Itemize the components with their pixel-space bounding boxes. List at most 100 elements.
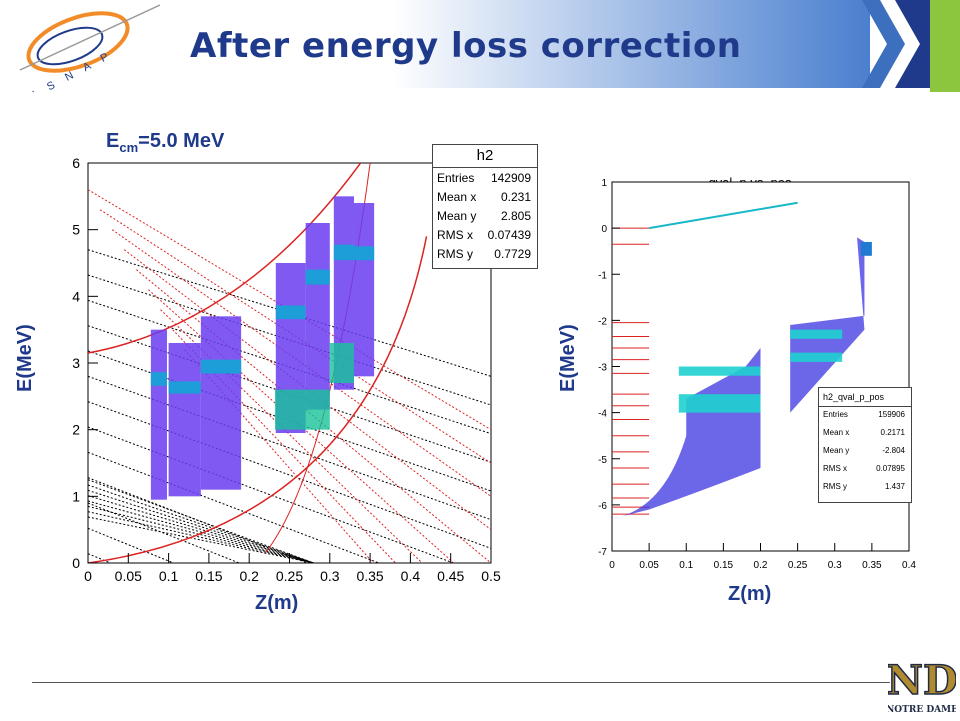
left-kinematic-line <box>88 500 314 563</box>
left-y-tick-label: 4 <box>72 288 80 304</box>
right-x-tick-label: 0.2 <box>754 560 768 571</box>
left-kinematic-line <box>88 401 491 549</box>
left-stats-row: RMS y 0.7729 <box>433 247 537 265</box>
right-heat-band <box>790 352 843 362</box>
left-kinematic-line <box>88 495 314 563</box>
left-red-line <box>111 229 491 497</box>
right-heat-band <box>790 329 843 339</box>
right-stats-row: RMS x 0.07895 <box>819 464 911 480</box>
right-x-tick-label: 0.25 <box>788 560 808 571</box>
right-heat-streak <box>648 201 798 230</box>
ecm-label: Ecm=5.0 MeV <box>106 130 225 155</box>
left-stats-box: h2 Entries 142909 Mean x 0.231 Mean y 2.805 RM… <box>432 144 538 269</box>
right-x-tick-label: 0.3 <box>828 560 842 571</box>
stats-label: Mean y <box>823 446 850 455</box>
left-heat-band <box>305 269 330 285</box>
left-x-tick-label: 0.35 <box>356 568 383 584</box>
left-red-curve <box>88 163 362 354</box>
right-y-tick-label: -7 <box>598 547 607 558</box>
left-x-tick-label: 0.3 <box>320 568 340 584</box>
stats-label: RMS y <box>437 247 473 261</box>
svg-text:ND: ND <box>888 657 956 704</box>
right-plot: qval_p vs. pos 00.050.10.150.20.250.30.3… <box>598 175 916 571</box>
left-y-tick-label: 5 <box>72 222 80 238</box>
left-x-tick-label: 0.2 <box>239 568 259 584</box>
right-heat-band <box>678 394 761 413</box>
left-y-tick-label: 2 <box>72 422 80 438</box>
left-x-tick-label: 0.05 <box>115 568 142 584</box>
left-x-tick-label: 0.15 <box>195 568 222 584</box>
left-heat-band <box>275 305 306 320</box>
left-kinematic-line <box>88 375 491 521</box>
left-stats-row: Mean x 0.231 <box>433 190 537 208</box>
left-red-line <box>136 269 491 563</box>
left-heat-band <box>353 246 375 261</box>
left-heat-band <box>200 359 242 374</box>
left-x-tick-label: 0.45 <box>437 568 464 584</box>
left-y-tick-label: 3 <box>72 355 80 371</box>
stats-label: Mean x <box>437 190 477 204</box>
left-kinematic-line <box>88 489 314 563</box>
right-y-tick-label: -6 <box>598 501 607 512</box>
right-y-tick-label: -4 <box>598 409 607 420</box>
right-y-tick-label: -3 <box>598 363 607 374</box>
stats-value: 0.7729 <box>494 247 531 261</box>
header-banner <box>0 0 960 92</box>
left-kinematic-line <box>88 249 491 377</box>
right-heat-region <box>612 348 761 519</box>
right-y-tick-label: -1 <box>598 270 607 281</box>
left-kinematic-line <box>88 505 314 563</box>
left-x-axis-title: Z(m) <box>255 592 299 614</box>
left-heat-hot <box>274 389 330 430</box>
right-heat-band <box>678 366 761 376</box>
right-heatmap <box>612 201 872 519</box>
left-heat-cell <box>168 343 201 497</box>
left-y-tick-label: 1 <box>72 488 80 504</box>
left-heat-cell <box>353 203 375 377</box>
right-heat-spot <box>860 241 872 256</box>
left-x-tick-label: 0.25 <box>276 568 303 584</box>
left-stats-row: Mean y 2.805 <box>433 209 537 227</box>
footer-rule <box>32 682 890 683</box>
right-x-tick-label: 0 <box>609 560 615 571</box>
left-heat-band <box>333 244 354 261</box>
left-y-tick-label: 0 <box>72 555 80 571</box>
left-kinematic-line <box>88 527 175 563</box>
stats-label: Mean y <box>437 209 477 223</box>
stats-value: 142909 <box>490 171 531 185</box>
left-heat-band <box>150 372 167 386</box>
svg-text:NOTRE DAME: NOTRE DAME <box>888 705 956 715</box>
stats-label: RMS x <box>437 228 473 242</box>
left-heat-cell <box>200 316 242 490</box>
left-y-axis: 0 1 2 3 4 5 6 <box>72 155 98 571</box>
left-kinematic-line <box>88 502 241 563</box>
left-kinematic-line <box>88 511 314 563</box>
right-x-tick-label: 0.1 <box>679 560 693 571</box>
left-x-axis: 0 0.05 0.1 0.15 0.2 0.25 0.3 0.35 0.4 0.45 0.5 <box>84 553 501 584</box>
left-stats-row: Entries 142909 <box>433 171 537 189</box>
right-x-tick-label: 0.05 <box>639 560 659 571</box>
right-y-axis-title: E(MeV) <box>557 324 579 392</box>
stats-label: Entries <box>437 171 475 185</box>
right-stats-box: h2_qval_p_pos Entries 159906 Mean x 0.2171 M… <box>818 387 912 503</box>
left-stats-header: h2 <box>433 145 537 168</box>
left-heat-hot <box>329 343 354 383</box>
left-red-curve <box>88 236 428 563</box>
stats-label: RMS x <box>823 464 847 473</box>
left-heat-band <box>168 381 201 394</box>
left-kinematic-line <box>88 479 314 563</box>
stats-value: 2.805 <box>500 209 531 223</box>
left-x-tick-label: 0.1 <box>159 568 179 584</box>
left-heatmap <box>150 196 375 500</box>
right-stats-row: RMS y 1.437 <box>819 482 911 498</box>
stats-value: 0.07439 <box>487 228 531 242</box>
left-y-tick-label: 6 <box>72 155 80 171</box>
right-y-tick-label: -5 <box>598 455 607 466</box>
right-y-tick-label: 0 <box>601 224 607 235</box>
right-x-axis-title: Z(m) <box>728 583 772 605</box>
left-x-tick-label: 0.4 <box>401 568 421 584</box>
notre-dame-logo: ND NOTRE DAME <box>886 650 958 716</box>
page-title: After energy loss correction <box>190 26 742 66</box>
right-stats-header: h2_qval_p_pos <box>819 388 911 407</box>
